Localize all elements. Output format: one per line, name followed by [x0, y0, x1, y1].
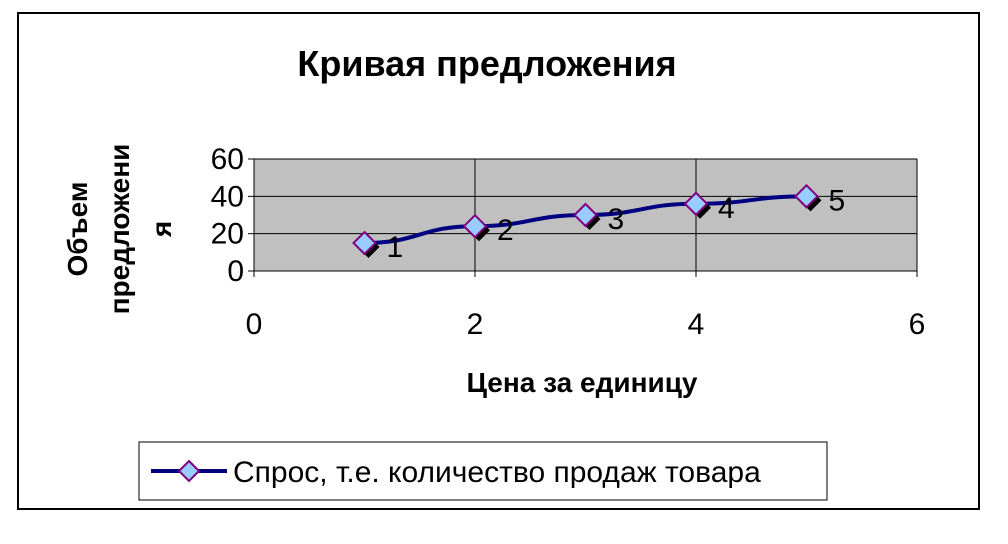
data-point: [794, 183, 819, 209]
x-tick-label: 6: [909, 308, 926, 341]
chart-title: Кривая предложения: [297, 43, 676, 84]
data-point: [683, 191, 709, 217]
legend-label: Спрос, т.е. количество продаж товара: [233, 456, 761, 489]
chart-frame: Кривая предложения 0 20 40 60 0 2 4 6 Цена за еди…: [17, 12, 980, 510]
data-label: 3: [608, 203, 625, 236]
data-point: [352, 230, 377, 256]
x-tick-label: 4: [688, 308, 705, 341]
y-tick-label: 40: [211, 180, 244, 213]
legend-marker-swatch: [177, 459, 201, 483]
y-axis-title-line: Объем: [62, 181, 93, 276]
data-label: 5: [829, 184, 846, 217]
chart-canvas: Кривая предложения 0 20 40 60 0 2 4 6 Цена за еди…: [62, 43, 926, 501]
x-tick-label: 2: [467, 308, 484, 341]
y-tick-label: 60: [211, 143, 244, 176]
x-tick-label: 0: [246, 308, 263, 341]
y-axis-title-line: предложени: [104, 144, 135, 315]
data-point: [573, 202, 598, 228]
data-label: 4: [718, 192, 735, 225]
legend-box: [138, 441, 828, 501]
data-point: [462, 213, 488, 239]
y-axis-title-line: я: [146, 221, 177, 238]
y-tick-label: 20: [211, 218, 244, 251]
x-axis-title: Цена за единицу: [467, 367, 698, 398]
data-label: 2: [497, 214, 514, 247]
y-tick-label: 0: [227, 255, 244, 288]
data-label: 1: [387, 231, 404, 264]
